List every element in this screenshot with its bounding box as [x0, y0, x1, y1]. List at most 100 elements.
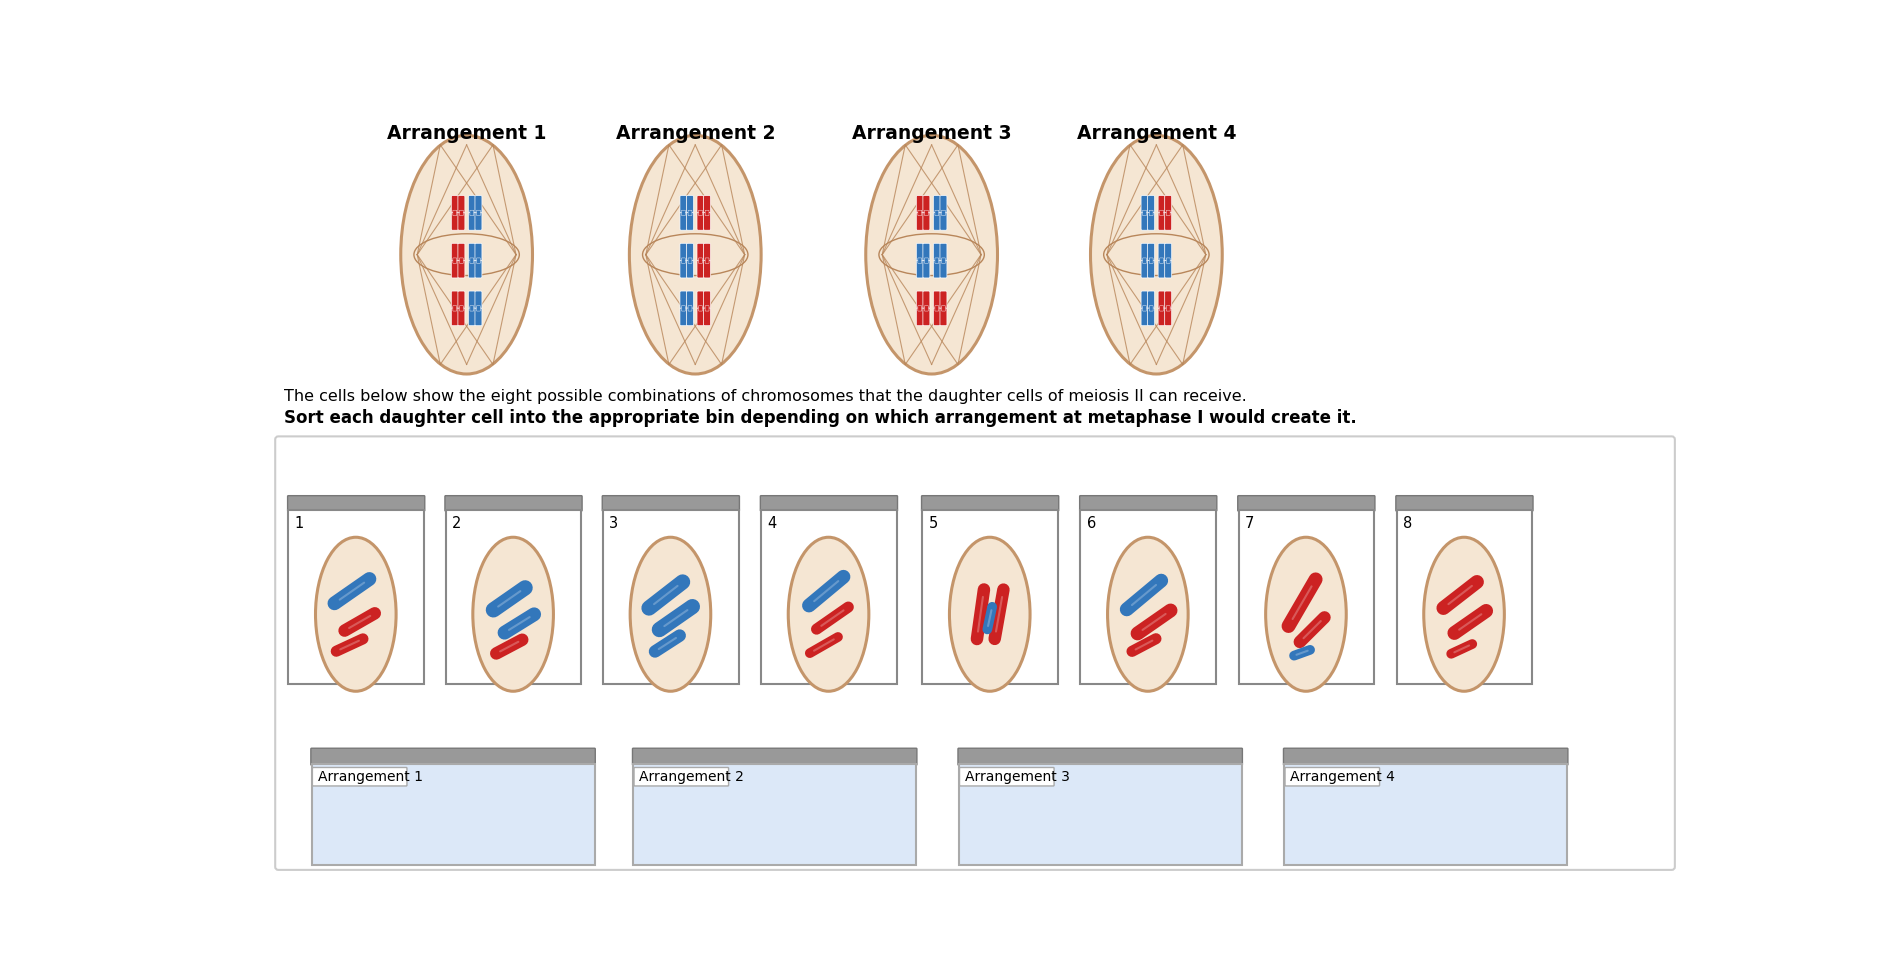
FancyBboxPatch shape	[941, 261, 946, 278]
FancyBboxPatch shape	[680, 261, 687, 278]
Ellipse shape	[950, 537, 1030, 691]
FancyBboxPatch shape	[916, 213, 923, 230]
Text: Sort each daughter cell into the appropriate bin depending on which arrangement : Sort each daughter cell into the appropr…	[284, 409, 1358, 426]
FancyBboxPatch shape	[922, 496, 1059, 512]
FancyBboxPatch shape	[699, 210, 703, 216]
FancyBboxPatch shape	[935, 258, 939, 264]
FancyBboxPatch shape	[699, 306, 703, 311]
FancyBboxPatch shape	[457, 308, 465, 325]
FancyBboxPatch shape	[704, 261, 710, 278]
FancyBboxPatch shape	[1142, 210, 1146, 216]
FancyBboxPatch shape	[468, 196, 476, 214]
Text: Arrangement 4: Arrangement 4	[1291, 769, 1396, 784]
FancyBboxPatch shape	[1167, 306, 1171, 311]
FancyBboxPatch shape	[474, 308, 482, 325]
Text: Arrangement 3: Arrangement 3	[851, 123, 1011, 143]
FancyBboxPatch shape	[680, 196, 687, 214]
FancyBboxPatch shape	[923, 291, 929, 309]
FancyBboxPatch shape	[697, 261, 704, 278]
FancyBboxPatch shape	[680, 243, 687, 261]
FancyBboxPatch shape	[687, 261, 693, 278]
FancyBboxPatch shape	[704, 291, 710, 309]
FancyBboxPatch shape	[457, 196, 465, 214]
Text: Arrangement 1: Arrangement 1	[387, 123, 546, 143]
FancyBboxPatch shape	[1150, 306, 1154, 311]
FancyBboxPatch shape	[288, 511, 425, 684]
FancyBboxPatch shape	[916, 291, 923, 309]
FancyBboxPatch shape	[941, 213, 946, 230]
Ellipse shape	[1424, 537, 1504, 691]
FancyBboxPatch shape	[468, 308, 476, 325]
Text: 4: 4	[767, 516, 777, 531]
Ellipse shape	[400, 135, 533, 374]
FancyBboxPatch shape	[1158, 196, 1165, 214]
FancyBboxPatch shape	[468, 213, 476, 230]
FancyBboxPatch shape	[680, 213, 687, 230]
Ellipse shape	[472, 537, 554, 691]
FancyBboxPatch shape	[1140, 243, 1148, 261]
FancyBboxPatch shape	[687, 291, 693, 309]
Text: Arrangement 2: Arrangement 2	[640, 769, 744, 784]
FancyBboxPatch shape	[1080, 511, 1217, 684]
FancyBboxPatch shape	[697, 196, 704, 214]
FancyBboxPatch shape	[1285, 767, 1380, 786]
FancyBboxPatch shape	[1398, 511, 1533, 684]
FancyBboxPatch shape	[474, 261, 482, 278]
FancyBboxPatch shape	[704, 210, 708, 216]
FancyBboxPatch shape	[470, 306, 474, 311]
FancyBboxPatch shape	[474, 243, 482, 261]
FancyBboxPatch shape	[1142, 258, 1146, 264]
Text: 6: 6	[1087, 516, 1097, 531]
FancyBboxPatch shape	[1238, 496, 1375, 512]
FancyBboxPatch shape	[687, 258, 691, 264]
FancyBboxPatch shape	[634, 767, 729, 786]
FancyBboxPatch shape	[468, 261, 476, 278]
FancyBboxPatch shape	[925, 210, 929, 216]
FancyBboxPatch shape	[1148, 243, 1154, 261]
FancyBboxPatch shape	[474, 196, 482, 214]
FancyBboxPatch shape	[457, 261, 465, 278]
FancyBboxPatch shape	[941, 210, 946, 216]
FancyBboxPatch shape	[476, 258, 480, 264]
Ellipse shape	[316, 537, 396, 691]
Ellipse shape	[630, 537, 710, 691]
FancyBboxPatch shape	[451, 308, 459, 325]
FancyBboxPatch shape	[1165, 196, 1171, 214]
FancyBboxPatch shape	[1140, 308, 1148, 325]
FancyBboxPatch shape	[634, 764, 916, 864]
Text: Arrangement 3: Arrangement 3	[965, 769, 1070, 784]
FancyBboxPatch shape	[941, 306, 946, 311]
FancyBboxPatch shape	[704, 213, 710, 230]
Ellipse shape	[1266, 537, 1346, 691]
FancyBboxPatch shape	[453, 306, 457, 311]
FancyBboxPatch shape	[704, 243, 710, 261]
FancyBboxPatch shape	[459, 210, 463, 216]
FancyBboxPatch shape	[1140, 291, 1148, 309]
FancyBboxPatch shape	[687, 306, 691, 311]
FancyBboxPatch shape	[1148, 291, 1154, 309]
Text: 1: 1	[295, 516, 305, 531]
FancyBboxPatch shape	[604, 511, 739, 684]
FancyBboxPatch shape	[933, 291, 941, 309]
FancyBboxPatch shape	[933, 196, 941, 214]
FancyBboxPatch shape	[470, 258, 474, 264]
FancyBboxPatch shape	[1148, 213, 1154, 230]
FancyBboxPatch shape	[457, 213, 465, 230]
FancyBboxPatch shape	[918, 210, 922, 216]
FancyBboxPatch shape	[933, 213, 941, 230]
FancyBboxPatch shape	[1148, 261, 1154, 278]
FancyBboxPatch shape	[697, 308, 704, 325]
FancyBboxPatch shape	[760, 496, 897, 512]
FancyBboxPatch shape	[704, 308, 710, 325]
FancyBboxPatch shape	[960, 764, 1241, 864]
FancyBboxPatch shape	[941, 291, 946, 309]
FancyBboxPatch shape	[1150, 258, 1154, 264]
FancyBboxPatch shape	[941, 196, 946, 214]
FancyBboxPatch shape	[1140, 261, 1148, 278]
FancyBboxPatch shape	[453, 210, 457, 216]
Text: Arrangement 4: Arrangement 4	[1076, 123, 1236, 143]
FancyBboxPatch shape	[916, 261, 923, 278]
FancyBboxPatch shape	[958, 749, 1243, 765]
FancyBboxPatch shape	[916, 308, 923, 325]
Ellipse shape	[1091, 135, 1222, 374]
